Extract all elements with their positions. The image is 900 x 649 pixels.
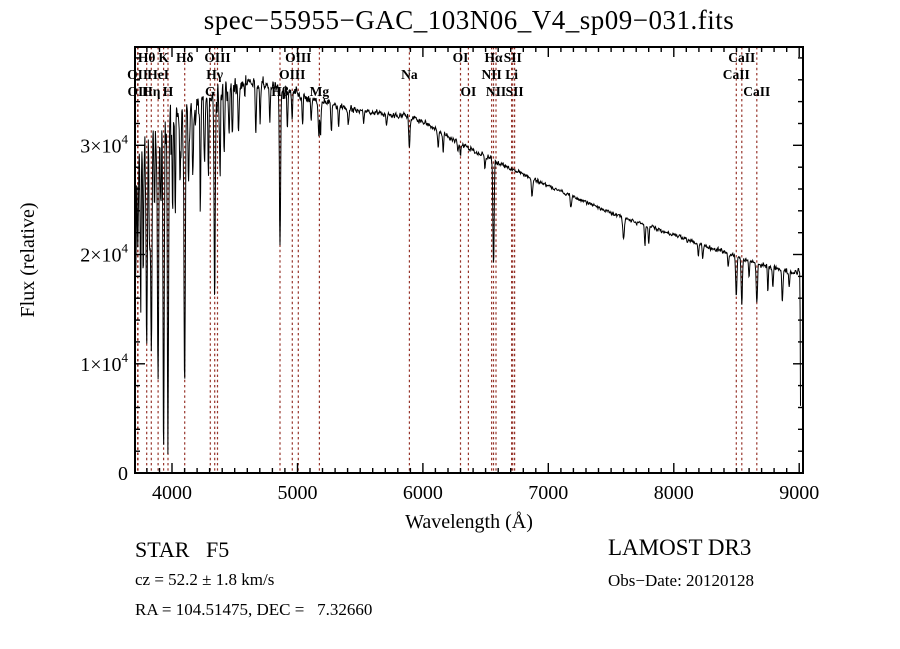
survey-label: LAMOST DR3 <box>608 535 752 560</box>
spectral-line-label: OI <box>461 84 477 99</box>
spectral-line-label: Hδ <box>176 50 194 65</box>
x-axis-ticks <box>146 47 800 473</box>
spectral-line-markers <box>137 47 758 473</box>
cz-label: cz = 52.2 ± 1.8 km/s <box>135 570 275 589</box>
spectral-line-label: Mg <box>310 84 330 99</box>
spectral-line-label: NII <box>486 84 506 99</box>
spectral-line-label: OI <box>453 50 469 65</box>
spectral-line-label: H <box>163 84 174 99</box>
spectral-line-label: OIII <box>279 67 305 82</box>
ra-dec-label: RA = 104.51475, DEC = 7.32660 <box>135 600 373 619</box>
spectral-line-label: Hη <box>142 84 161 99</box>
y-axis-label: Flux (relative) <box>17 203 39 318</box>
spectral-line-label: OII <box>127 67 148 82</box>
spectral-line-label: K <box>158 50 169 65</box>
spectral-line-label: G <box>205 84 216 99</box>
x-tick-label: 6000 <box>403 482 443 504</box>
y-tick-label: 1×104 <box>80 350 128 376</box>
star-class-label: STAR F5 <box>135 537 230 562</box>
spectral-line-label: OIII <box>204 50 230 65</box>
spectral-line-label: NII <box>481 67 501 82</box>
chart-title: spec−55955−GAC_103N06_V4_sp09−031.fits <box>203 5 735 35</box>
spectral-line-label: Hβ <box>271 84 289 99</box>
x-tick-label: 4000 <box>152 482 192 504</box>
spectral-line-label: OIII <box>285 50 311 65</box>
spectral-line-label: Li <box>505 67 518 82</box>
spectral-line-label: SII <box>506 84 524 99</box>
y-tick-label: 0 <box>118 463 128 485</box>
spectral-line-label: OII <box>127 84 148 99</box>
spectrum-line <box>134 75 801 455</box>
plot-frame <box>134 46 804 474</box>
spectral-line-label: Hγ <box>206 67 224 82</box>
y-axis-ticks <box>135 57 803 474</box>
x-tick-label: 7000 <box>528 482 568 504</box>
spectral-line-label: SII <box>504 50 522 65</box>
spectral-line-label: CaII <box>743 84 770 99</box>
y-tick-label: 2×104 <box>80 241 128 267</box>
x-tick-label: 9000 <box>779 482 819 504</box>
x-tick-label: 5000 <box>278 482 318 504</box>
spectral-line-label: Hα <box>484 50 503 65</box>
spectral-line-label: CaII <box>723 67 750 82</box>
y-tick-label: 3×104 <box>80 131 128 157</box>
spectral-line-labels: OII OII Hθ Hη HeI K H Hδ G Hγ OIII Hβ OIII OIII Mg Na OI… <box>127 50 770 99</box>
spectral-line-label: Na <box>401 67 418 82</box>
spectral-line-label: CaII <box>728 50 755 65</box>
x-axis-label: Wavelength (Å) <box>405 511 533 533</box>
spectral-line-label: HeI <box>147 67 169 82</box>
obs-date-label: Obs−Date: 20120128 <box>608 571 755 590</box>
spectral-line-label: Hθ <box>138 50 156 65</box>
x-tick-label: 8000 <box>654 482 694 504</box>
